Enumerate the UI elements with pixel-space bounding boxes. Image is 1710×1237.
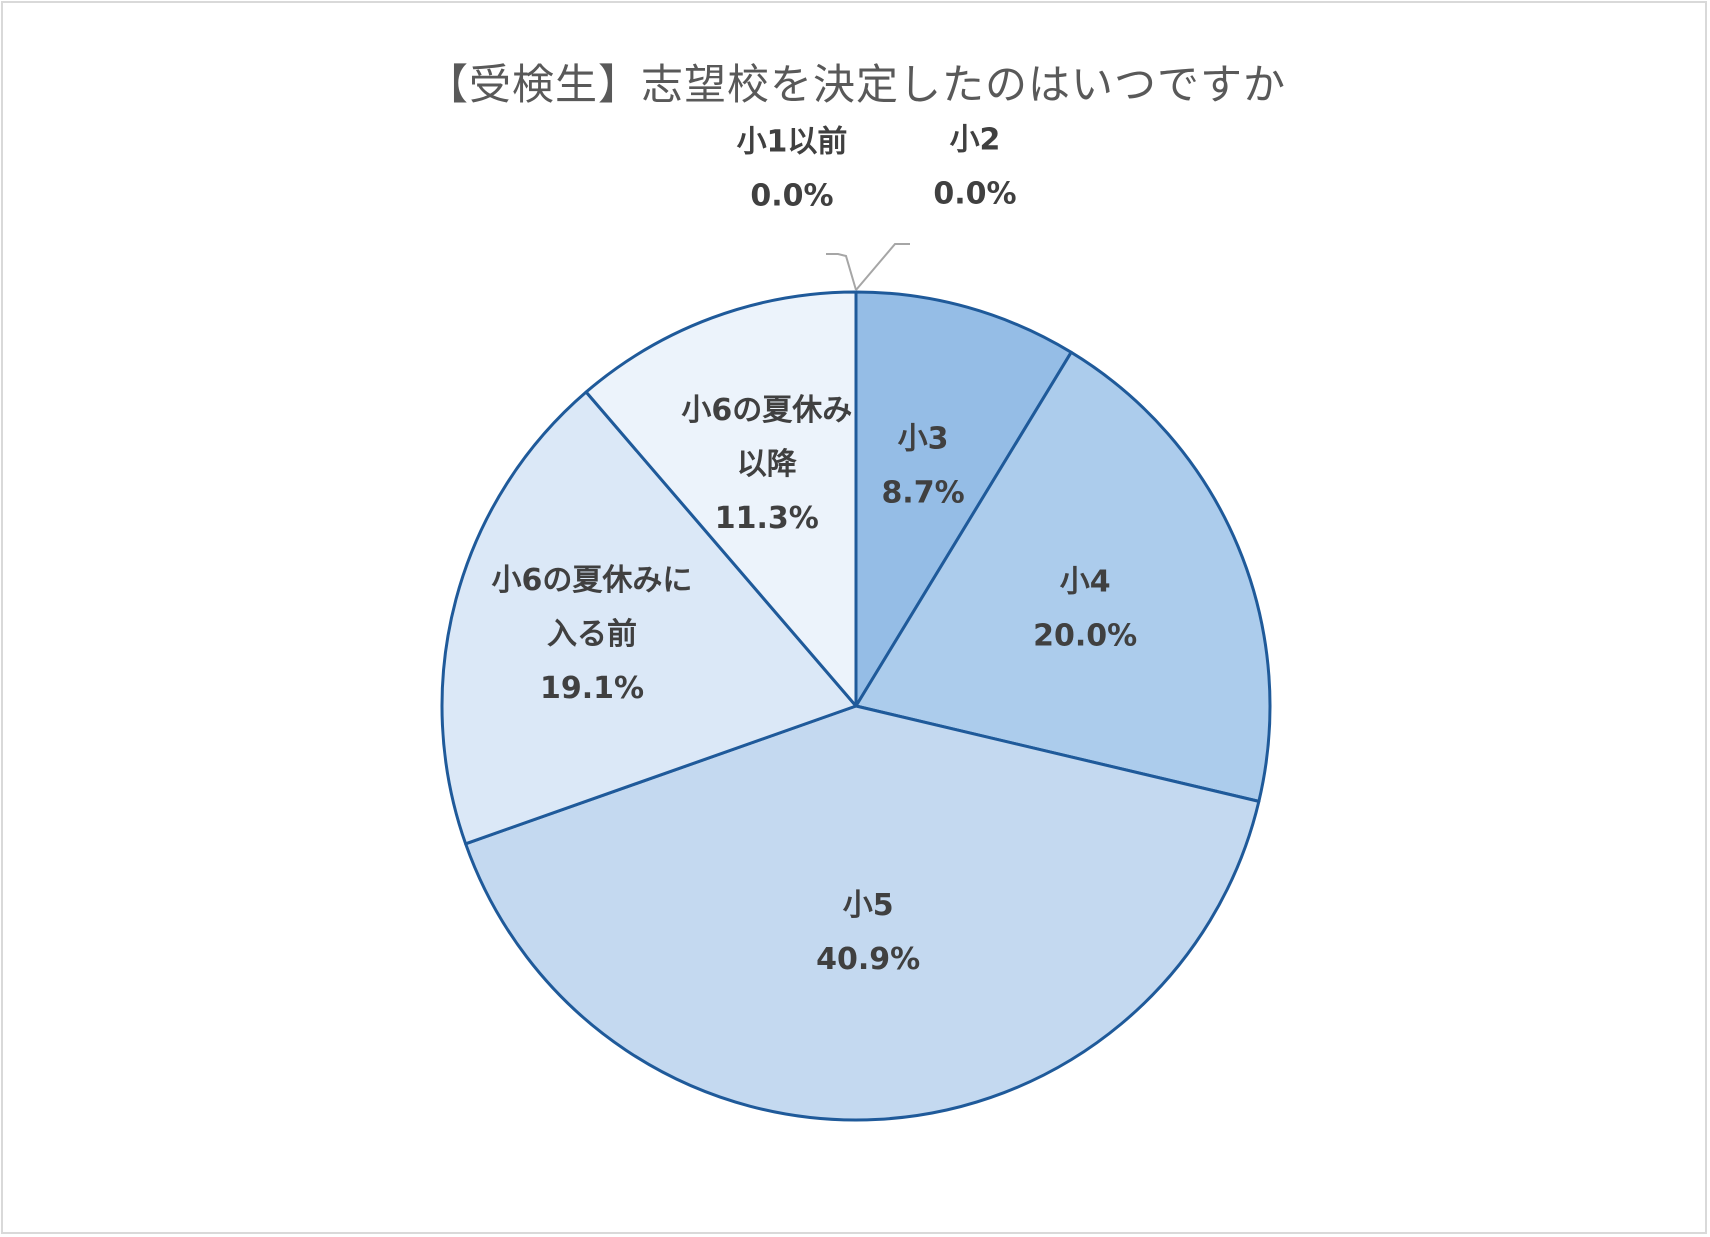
slice-4-label: 小5 40.9% — [816, 888, 920, 977]
leader-line-1 — [855, 243, 910, 291]
slice-5-category: 小6の夏休みに — [492, 563, 693, 598]
slice-3-percent: 20.0% — [1033, 619, 1137, 654]
slice-1-category: 小2 — [950, 123, 1001, 158]
slice-2-label: 小3 8.7% — [881, 421, 964, 510]
slice-3 — [854, 350, 1272, 803]
slice-2-category: 小3 — [898, 421, 949, 456]
slice-5-percent: 19.1% — [540, 671, 644, 706]
slice-0-percent: 0.0% — [750, 179, 833, 214]
slice-6 — [584, 290, 858, 708]
slice-2 — [854, 290, 1073, 708]
slice-4-percent: 40.9% — [816, 942, 920, 977]
slice-5 — [440, 390, 858, 846]
slice-3-category: 小4 — [1060, 565, 1111, 600]
slice-5-category: 入る前 — [547, 617, 637, 652]
pie-slices — [440, 290, 1272, 1122]
slice-6-percent: 11.3% — [715, 501, 819, 536]
leader-lines — [826, 243, 910, 291]
leader-line-0 — [826, 253, 857, 291]
slice-0-category: 小1以前 — [737, 125, 848, 160]
slice-labels: 小1以前 0.0% 小2 0.0% 小3 8.7% 小4 20.0% 小5 40.9% 小6の夏休み… — [492, 123, 1138, 977]
slice-1-label: 小2 0.0% — [933, 123, 1016, 212]
slice-4 — [464, 704, 1261, 1122]
slice-0-label: 小1以前 0.0% — [737, 125, 848, 214]
slice-4-category: 小5 — [843, 888, 894, 923]
slice-6-category: 以降 — [737, 447, 798, 482]
slice-1-percent: 0.0% — [933, 177, 1016, 212]
chart-title: 【受検生】志望校を決定したのはいつですか — [425, 60, 1286, 109]
slice-6-category: 小6の夏休み — [681, 393, 852, 428]
slice-3-label: 小4 20.0% — [1033, 565, 1137, 654]
slice-2-percent: 8.7% — [881, 475, 964, 510]
